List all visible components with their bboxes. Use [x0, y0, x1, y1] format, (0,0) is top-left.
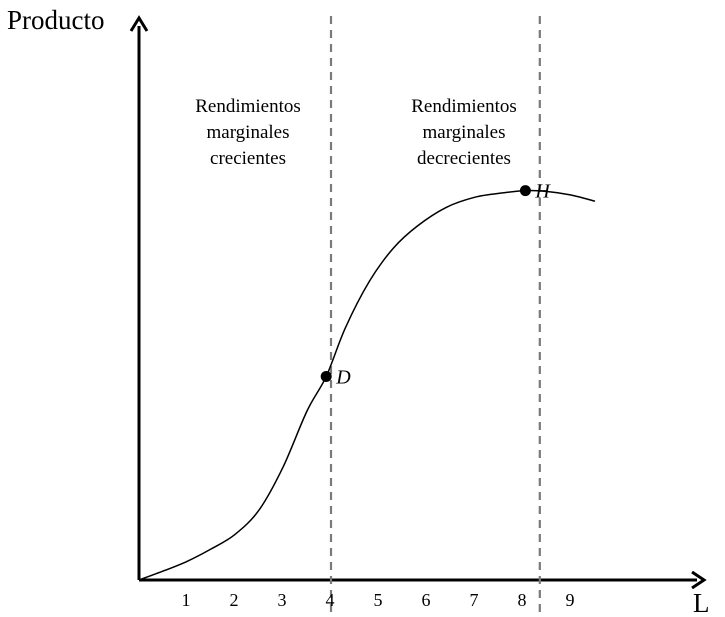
product-curve-layer [138, 189, 596, 581]
region-label-2: Rendimientos marginales decrecientes [411, 96, 517, 169]
point-d-label: D [335, 366, 351, 388]
point-d-marker [320, 370, 332, 382]
region-label-line: marginales [422, 122, 505, 143]
x-tick-labels: 1 2 3 4 5 6 7 8 9 [182, 590, 575, 610]
point-h-marker [519, 185, 531, 197]
x-tick-label-8: 8 [518, 590, 527, 610]
x-axis-arrow [691, 570, 707, 590]
x-tick-label-3: 3 [278, 590, 287, 610]
region-label-line: Rendimientos [411, 96, 517, 117]
point-h-label: H [534, 181, 551, 203]
region-label-line: crecientes [210, 148, 286, 169]
x-axis-label: L [693, 588, 710, 617]
region-label-line: marginales [206, 122, 289, 143]
x-tick-label-2: 2 [230, 590, 239, 610]
region-label-line: Rendimientos [195, 96, 301, 117]
x-tick-label-1: 1 [182, 590, 191, 610]
divider-lines [329, 16, 541, 612]
x-tick-label-7: 7 [470, 590, 479, 610]
region-label-1: Rendimientos marginales crecientes [195, 96, 301, 169]
x-tick-label-9: 9 [566, 590, 575, 610]
marked-points: DH [320, 181, 551, 388]
product-curve [138, 189, 596, 581]
y-axis-label: Producto [7, 5, 105, 35]
x-tick-label-5: 5 [374, 590, 383, 610]
x-tick-label-6: 6 [422, 590, 431, 610]
region-label-line: decrecientes [417, 148, 511, 169]
x-tick-label-4: 4 [326, 590, 335, 610]
y-axis-arrow [129, 15, 149, 32]
region-annotations: RendimientosmarginalescrecientesRendimie… [195, 96, 517, 169]
